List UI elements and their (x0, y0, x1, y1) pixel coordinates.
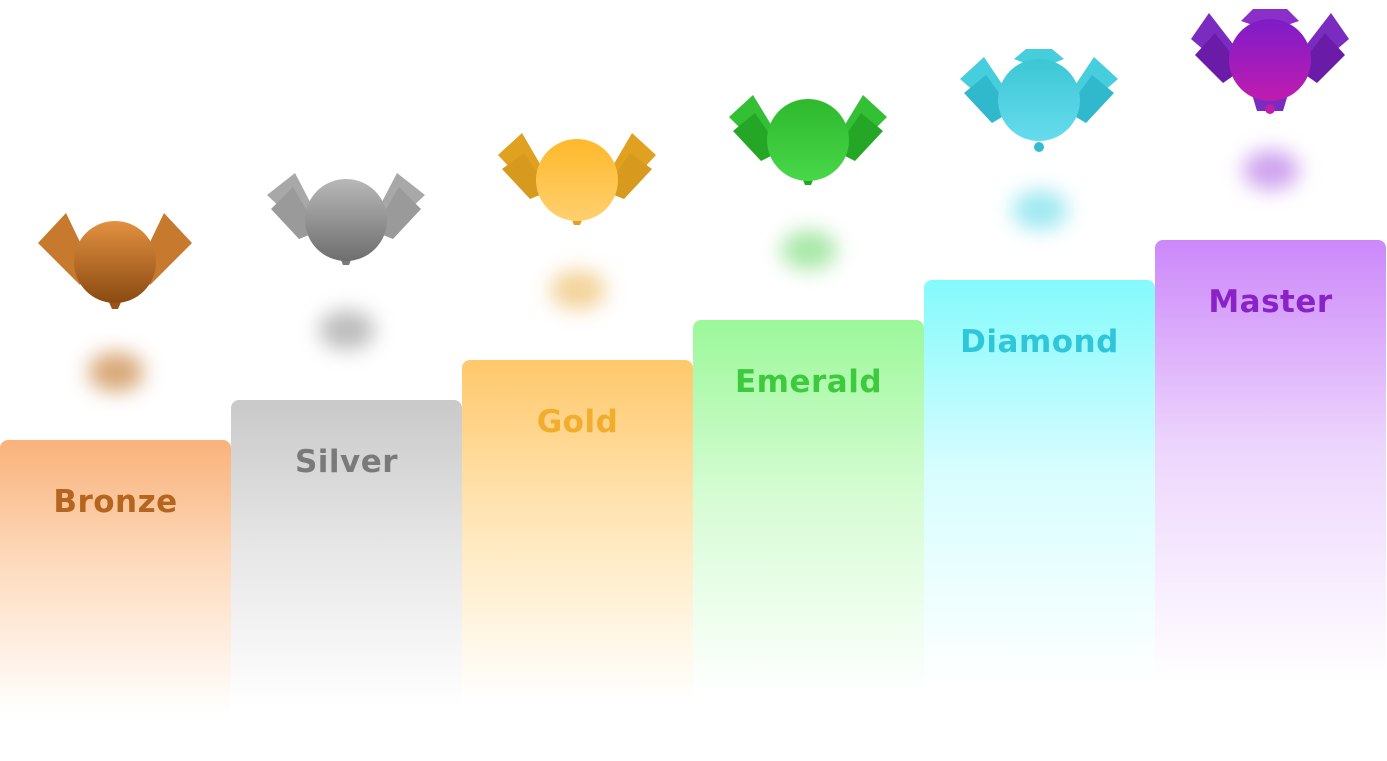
tier-bronze: Bronze (0, 0, 231, 761)
pedestal-master (1155, 240, 1386, 761)
tier-silver: Silver (231, 0, 462, 761)
tier-label-gold: Gold (536, 404, 619, 440)
badge-silver-icon (261, 165, 431, 285)
badge-diamond-icon (954, 45, 1124, 165)
pedestal-gold (462, 360, 693, 761)
badge-shadow-gold (550, 270, 606, 310)
badge-shadow-bronze (88, 352, 144, 392)
badge-shadow-diamond (1012, 190, 1068, 230)
pedestal-diamond (924, 280, 1155, 761)
tier-label-bronze: Bronze (53, 484, 178, 520)
badge-shadow-silver (319, 310, 375, 350)
badge-gold-icon (492, 125, 662, 245)
badge-shadow-master (1243, 150, 1299, 190)
tier-emerald: Emerald (693, 0, 924, 761)
pedestal-emerald (693, 320, 924, 761)
tier-label-silver: Silver (294, 444, 399, 480)
tier-label-diamond: Diamond (960, 324, 1119, 360)
badge-shadow-emerald (781, 230, 837, 270)
badge-master-icon (1185, 5, 1355, 125)
tier-label-emerald: Emerald (734, 364, 883, 400)
tier-gold: Gold (462, 0, 693, 761)
tier-diamond: Diamond (924, 0, 1155, 761)
tier-label-master: Master (1208, 284, 1333, 320)
badge-emerald-icon (723, 85, 893, 205)
badge-bronze-icon (30, 205, 200, 325)
tier-master: Master (1155, 0, 1386, 761)
